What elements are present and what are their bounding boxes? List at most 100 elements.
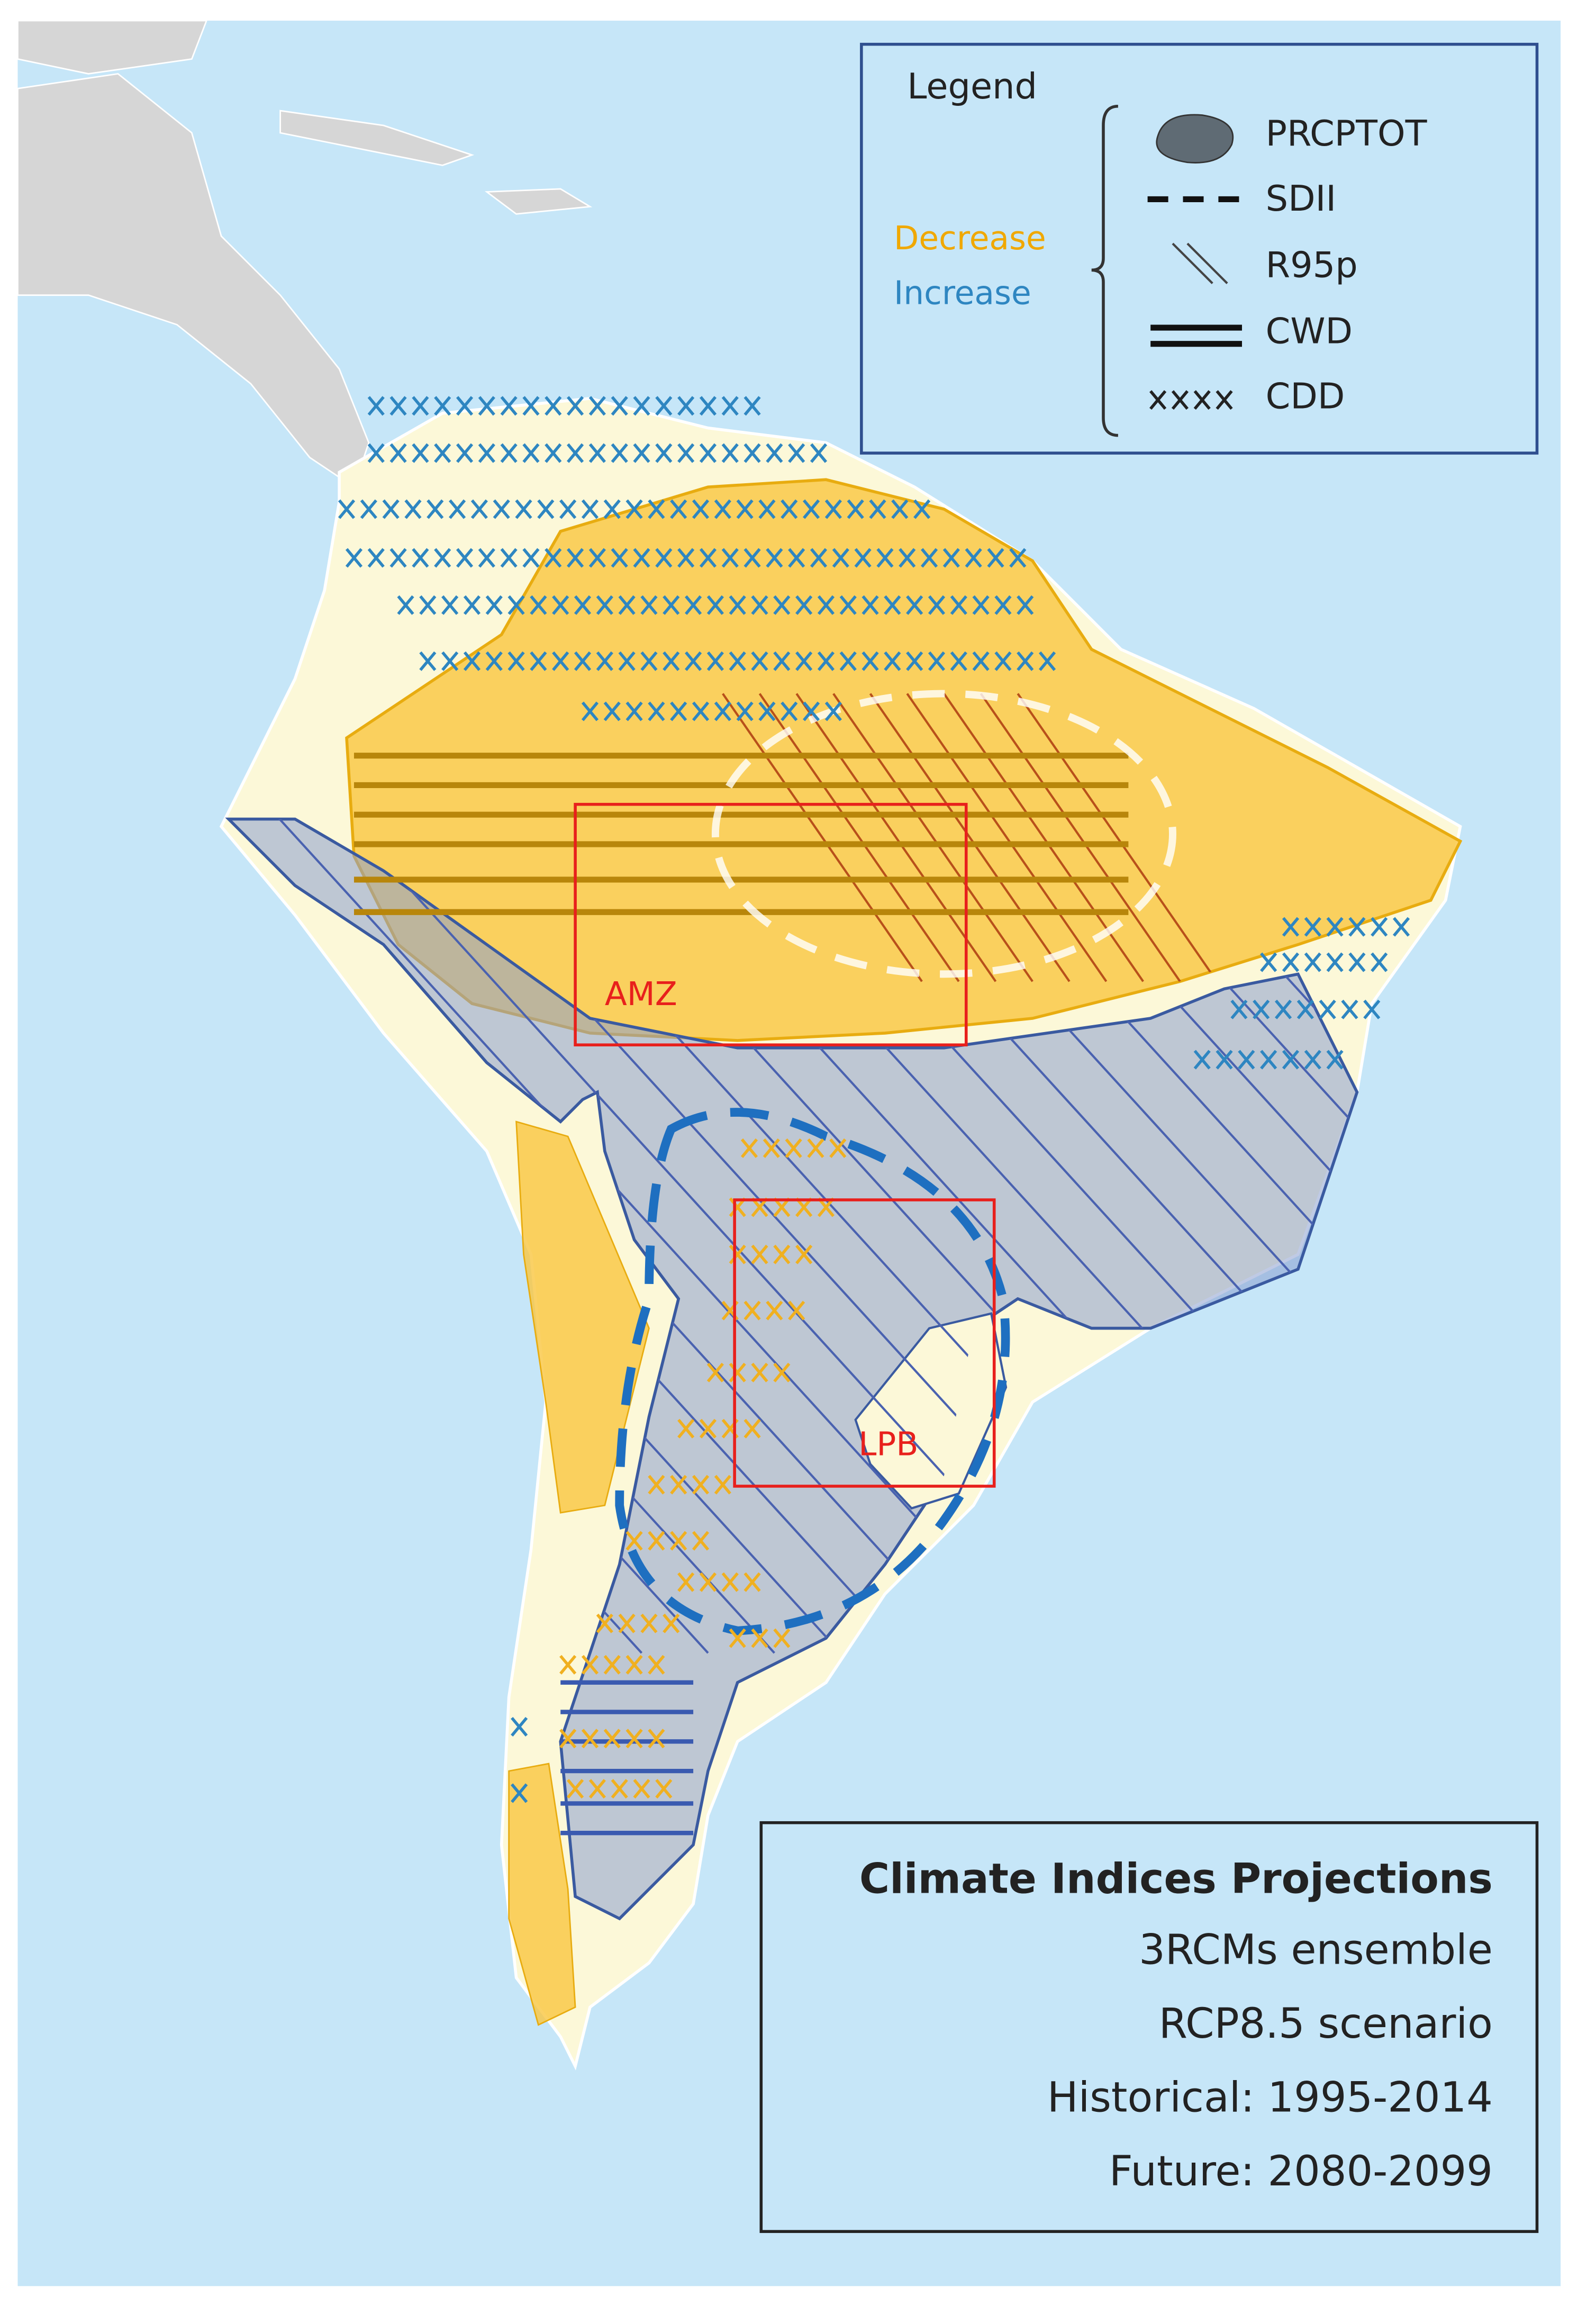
cdd-cross — [1193, 390, 1211, 410]
cdd-cross — [449, 499, 466, 519]
cdd-cross — [751, 595, 768, 615]
cdd-cross — [545, 396, 562, 416]
hatch-line — [906, 693, 1108, 982]
cdd-cross — [1260, 952, 1277, 972]
cdd-cross — [522, 396, 540, 416]
cdd-cross — [781, 701, 798, 721]
cdd-cross — [751, 651, 768, 671]
cdd-cross — [807, 1138, 824, 1158]
cdd-cross — [419, 651, 437, 671]
cdd-cross — [567, 396, 584, 416]
cdd-cross — [743, 396, 761, 416]
cdd-cross — [706, 651, 724, 671]
cdd-cross — [640, 651, 658, 671]
cdd-cross — [603, 701, 621, 721]
cdd-cross — [567, 548, 584, 568]
cdd-cross — [1260, 1050, 1277, 1070]
cdd-cross — [648, 1655, 665, 1675]
cdd-cross — [648, 1475, 665, 1495]
cdd-cross — [766, 443, 783, 463]
legend-item: SDII — [1266, 178, 1336, 219]
cdd-cross — [588, 548, 606, 568]
cdd-cross — [942, 548, 960, 568]
cdd-cross — [817, 651, 835, 671]
legend-title: Legend — [907, 66, 1037, 107]
hatch-line — [272, 819, 1041, 1654]
cdd-cross — [596, 595, 613, 615]
cdd-cross — [810, 443, 828, 463]
cdd-cross — [810, 548, 828, 568]
cdd-cross — [1392, 917, 1410, 937]
cdd-cross — [511, 1716, 528, 1737]
cdd-cross — [537, 499, 555, 519]
cdd-cross — [500, 548, 518, 568]
cdd-cross — [788, 1300, 805, 1321]
cdd-cross — [699, 548, 717, 568]
cdd-cross — [485, 595, 503, 615]
cdd-cross — [382, 499, 400, 519]
cdd-cross — [552, 595, 569, 615]
cdd-cross — [633, 1779, 650, 1799]
cdd-cross — [581, 701, 599, 721]
cdd-cross — [965, 548, 982, 568]
cdd-cross — [588, 443, 606, 463]
legend-item: CDD — [1266, 375, 1345, 417]
cdd-cross — [1171, 390, 1189, 410]
cdd-cross — [1341, 999, 1358, 1019]
cdd-cross — [574, 651, 592, 671]
cdd-cross — [574, 595, 592, 615]
cdd-cross — [832, 548, 849, 568]
cdd-cross — [567, 443, 584, 463]
cdd-cross — [670, 1475, 687, 1495]
cdd-cross — [1348, 917, 1366, 937]
cdd-cross — [869, 499, 886, 519]
cdd-cross — [463, 595, 481, 615]
cdd-cross — [921, 548, 938, 568]
cdd-cross — [685, 651, 702, 671]
cdd-cross — [899, 548, 916, 568]
cdd-cross — [434, 443, 451, 463]
cdd-cross — [729, 651, 746, 671]
cdd-cross — [891, 499, 909, 519]
cdd-cross — [1319, 999, 1336, 1019]
cdd-cross — [338, 499, 356, 519]
cdd-cross — [1304, 1050, 1321, 1070]
cdd-cross — [412, 443, 429, 463]
cdd-cross — [721, 443, 739, 463]
cdd-cross — [625, 1729, 643, 1749]
cdd-cross — [1009, 548, 1027, 568]
cdd-cross — [456, 548, 474, 568]
cdd-cross — [581, 499, 599, 519]
cdd-cross — [441, 595, 459, 615]
cdd-cross — [721, 1572, 739, 1592]
cdd-cross — [463, 651, 481, 671]
legend-symbol — [1186, 242, 1228, 284]
cdd-cross — [1282, 917, 1300, 937]
cdd-cross — [478, 396, 495, 416]
cdd-cross — [729, 1244, 746, 1264]
info-box — [759, 1821, 1539, 2233]
cdd-cross — [751, 1244, 768, 1264]
cdd-cross — [706, 595, 724, 615]
info-line: 3RCMs ensemble — [1139, 1927, 1493, 1974]
sdii-increase — [615, 1108, 1010, 1635]
cdd-cross — [552, 651, 569, 671]
cdd-cross — [714, 701, 731, 721]
cdd-cross — [1282, 1050, 1300, 1070]
cdd-cross — [824, 701, 842, 721]
cdd-cross — [511, 1783, 528, 1803]
cdd-cross — [763, 1138, 780, 1158]
cdd-cross — [1304, 917, 1321, 937]
cdd-cross — [743, 548, 761, 568]
cdd-cross — [530, 651, 547, 671]
r95p-decrease — [722, 693, 1218, 982]
cdd-cross — [721, 548, 739, 568]
cdd-cross — [470, 499, 488, 519]
cdd-cross — [994, 651, 1012, 671]
cdd-cross — [581, 1655, 599, 1675]
cdd-cross — [567, 1779, 584, 1799]
cdd-cross — [648, 701, 665, 721]
cdd-cross — [913, 499, 931, 519]
cdd-cross — [640, 595, 658, 615]
hatch-line — [832, 693, 1033, 982]
